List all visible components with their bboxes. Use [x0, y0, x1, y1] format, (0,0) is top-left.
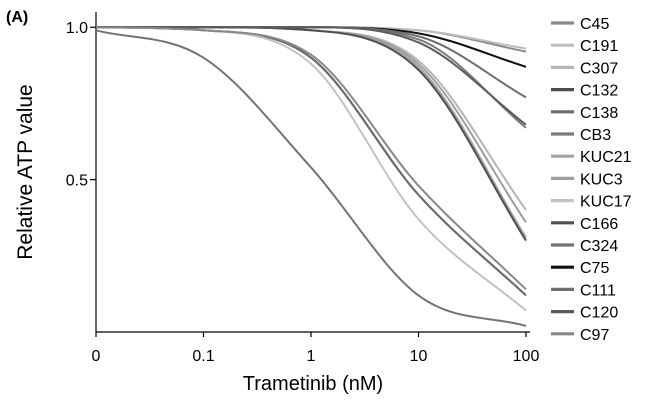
- curve-c166: [96, 26, 527, 242]
- legend-label: KUC3: [580, 171, 623, 188]
- y-axis-title: Relative ATP value: [14, 84, 37, 260]
- legend: C45 C191 C307 C132 C138 CB3 KUC21 KUC3 KUC17 C166…: [551, 16, 632, 344]
- legend-label: C166: [580, 216, 618, 233]
- legend-label: KUC21: [580, 149, 632, 166]
- legend-label: C97: [580, 327, 609, 344]
- axes: [95, 12, 530, 333]
- x-tick-label: 1: [307, 348, 316, 365]
- legend-label: C45: [580, 16, 609, 33]
- legend-label: KUC17: [580, 194, 632, 211]
- x-ticks: 0 0.1 1 10 100: [92, 332, 540, 365]
- x-tick-label: 10: [410, 348, 428, 365]
- x-axis-title: Trametinib (nM): [243, 373, 383, 395]
- legend-label: C132: [580, 83, 618, 100]
- y-tick-label: 1.0: [66, 20, 88, 37]
- legend-label: C120: [580, 305, 618, 322]
- curve-c97: [95, 26, 527, 291]
- legend-label: C111: [580, 282, 616, 299]
- legend-label: CB3: [580, 127, 611, 144]
- curve-c324: [95, 29, 527, 327]
- curve-c75: [96, 26, 527, 68]
- legend-label: C75: [580, 260, 609, 277]
- curve-c120: [96, 26, 527, 126]
- x-tick-label: 0.1: [192, 348, 214, 365]
- panel-label: (A): [6, 9, 28, 26]
- y-ticks: 1.0 0.5: [66, 20, 96, 190]
- x-tick-label: 100: [513, 348, 540, 365]
- y-tick-label: 0.5: [66, 173, 88, 190]
- x-tick-label: 0: [92, 348, 101, 365]
- legend-label: C307: [580, 60, 618, 77]
- legend-label: C191: [580, 38, 618, 55]
- legend-label: C138: [580, 105, 618, 122]
- curves: [95, 26, 527, 327]
- legend-label: C324: [580, 238, 618, 255]
